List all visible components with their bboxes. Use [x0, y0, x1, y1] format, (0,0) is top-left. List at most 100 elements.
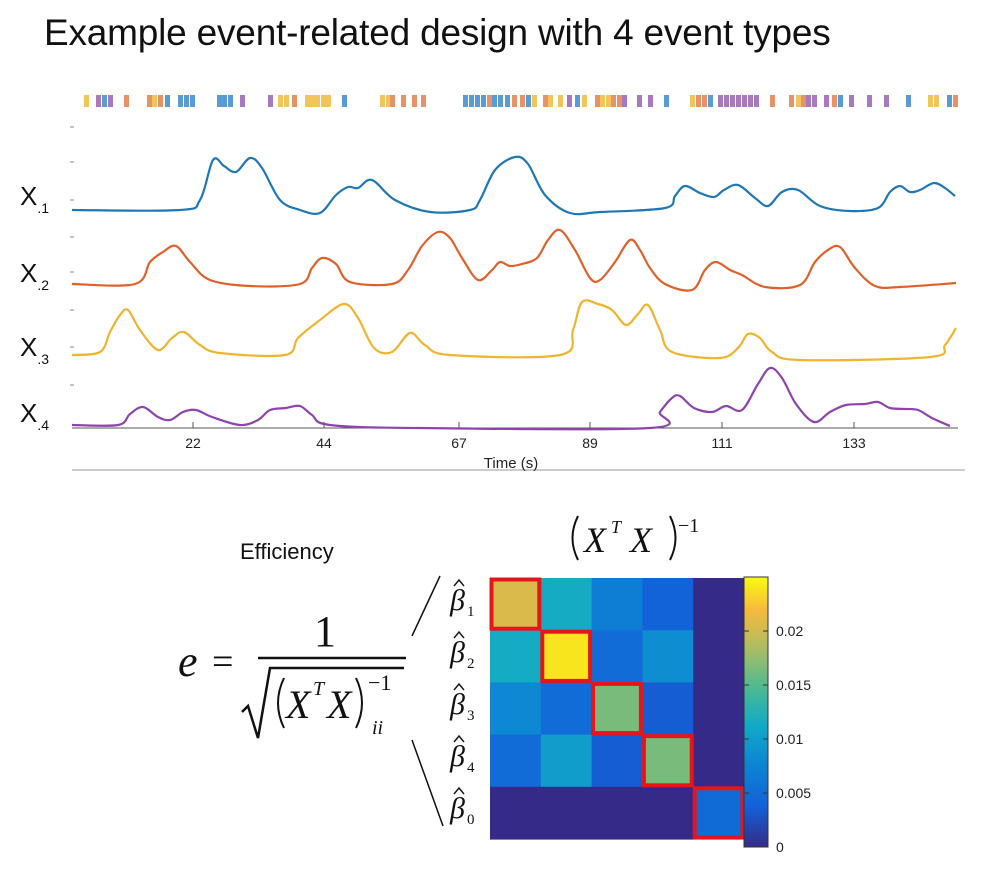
event-marker: [386, 95, 391, 107]
beta-subscript: 2: [467, 656, 475, 672]
heatmap-cell: [490, 786, 542, 840]
heatmap-cell: [591, 734, 643, 788]
regressor-x4-curve: [71, 366, 951, 431]
formula-lhs: e: [178, 637, 198, 686]
regressor-labels: X.1 X.2 X.3 X.4: [20, 181, 49, 433]
event-marker: [492, 95, 497, 107]
regressor-label-subscript: .4: [37, 417, 49, 433]
event-marker: [390, 95, 395, 107]
event-marker: [321, 95, 326, 107]
event-marker: [475, 95, 480, 107]
regressor-x3-curve: [71, 299, 957, 362]
diagonal-highlight: [489, 577, 542, 631]
heatmap-cell: [642, 786, 694, 840]
event-marker: [481, 95, 486, 107]
event-marker: [412, 95, 417, 107]
event-marker: [849, 95, 854, 107]
event-marker: [702, 95, 707, 107]
event-marker: [906, 95, 911, 107]
formula-transpose: T: [313, 678, 326, 700]
heatmap-cell: [540, 630, 593, 683]
event-marker: [310, 95, 315, 107]
heatmap-cell: [591, 578, 643, 631]
colorbar: 0 0.005 0.01 0.015 0.02: [743, 576, 811, 855]
hat-icon: [453, 682, 465, 691]
event-marker: [315, 95, 320, 107]
heatmap-cell: [693, 630, 745, 683]
efficiency-label: Efficiency: [240, 539, 334, 564]
event-marker: [953, 95, 958, 107]
beta-symbol: β: [449, 792, 465, 825]
regressor-label-subscript: .1: [37, 200, 49, 216]
event-marker: [558, 95, 563, 107]
x-tick-label: 44: [316, 435, 332, 451]
event-marker: [575, 95, 580, 107]
event-marker: [648, 95, 653, 107]
event-marker: [718, 95, 723, 107]
event-marker: [796, 95, 801, 107]
regressor-label: X.2: [20, 258, 49, 293]
beta-subscript: 3: [467, 708, 475, 724]
formula-inverse: −1: [368, 670, 391, 695]
event-marker: [600, 95, 605, 107]
event-marker: [884, 95, 889, 107]
event-marker: [147, 95, 152, 107]
heatmap-cell: [642, 630, 694, 683]
formula-x2: X: [325, 682, 353, 727]
header-transpose: T: [611, 517, 623, 537]
heatmap-cell: [693, 734, 745, 788]
regressor-label-subscript: .3: [37, 351, 49, 367]
heatmap-cell: [642, 578, 694, 631]
heatmap-cell: [591, 630, 643, 683]
header-left-paren: [571, 515, 579, 561]
heatmap-cell: [642, 682, 694, 736]
beta-symbol: β: [449, 636, 465, 669]
x-tick-marks: 22 44 67 89 111 133: [185, 422, 866, 451]
event-marker: [582, 95, 587, 107]
event-marker: [108, 95, 113, 107]
right-paren: [355, 677, 363, 729]
event-marker: [724, 95, 729, 107]
formula-x: X: [284, 682, 312, 727]
y-tick-marks: [70, 126, 74, 386]
event-marker: [268, 95, 273, 107]
event-marker: [824, 95, 829, 107]
event-marker: [543, 95, 548, 107]
event-marker: [838, 95, 843, 107]
event-marker: [611, 95, 616, 107]
event-marker: [520, 95, 525, 107]
beta-symbol: β: [449, 584, 465, 617]
heatmap-cell: [693, 682, 745, 736]
event-marker: [505, 95, 510, 107]
diagonal-highlight: [641, 734, 694, 788]
left-paren: [277, 677, 285, 729]
colorbar-tick-label: 0.02: [776, 623, 803, 639]
heatmap-cell: [540, 786, 593, 840]
beta-subscript: 0: [467, 812, 475, 828]
event-marker: [567, 95, 572, 107]
heatmap-cell: [591, 786, 643, 840]
event-marker: [736, 95, 741, 107]
beta-subscript: 1: [467, 604, 475, 620]
heatmap-cell: [693, 578, 745, 631]
diagonal-highlight: [692, 786, 745, 840]
beta-symbol: β: [449, 688, 465, 721]
event-marker: [380, 95, 385, 107]
event-marker: [617, 95, 622, 107]
event-marker: [102, 95, 107, 107]
event-marker: [165, 95, 170, 107]
event-marker: [228, 95, 233, 107]
x-tick-label: 67: [451, 435, 467, 451]
heatmap-cell: [490, 682, 542, 736]
event-marker: [606, 95, 611, 107]
heatmap-cell: [490, 630, 542, 683]
event-marker: [487, 95, 492, 107]
event-marker: [730, 95, 735, 107]
bracket-bottom: [411, 739, 444, 827]
header-right-paren: [669, 515, 677, 561]
event-marker: [934, 95, 939, 107]
